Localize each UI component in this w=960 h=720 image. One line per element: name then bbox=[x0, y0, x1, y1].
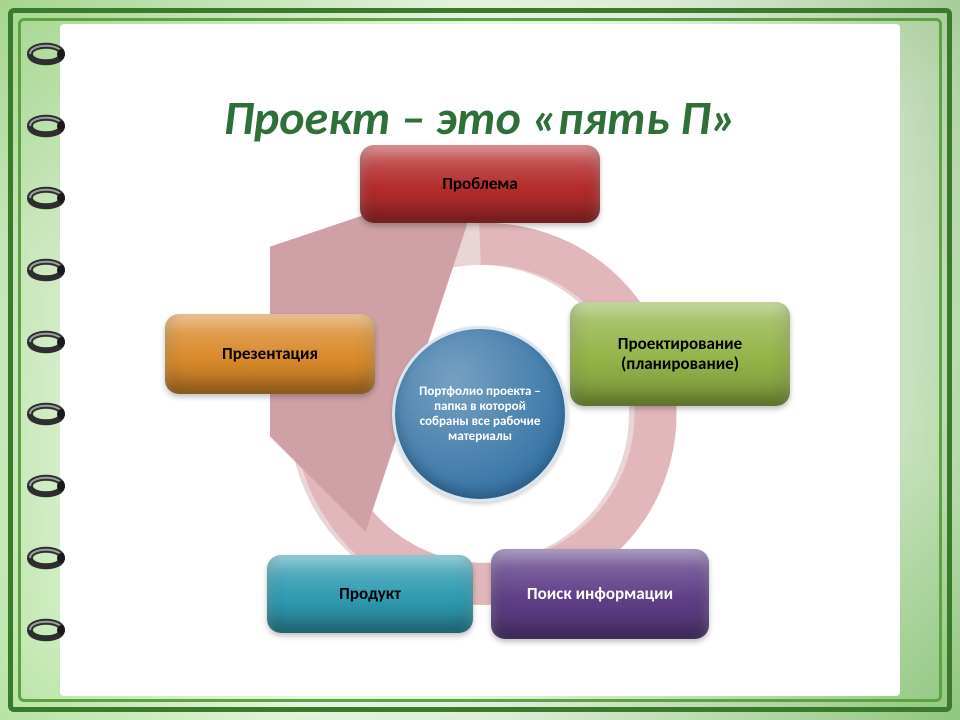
cycle-node-presentation: Презентация bbox=[165, 314, 375, 394]
cycle-node-product: Продукт bbox=[267, 555, 473, 633]
binder-rings bbox=[24, 40, 84, 680]
cycle-node-design: Проектирование (планирование) bbox=[570, 302, 790, 406]
center-circle: Портфолио проекта – папка в которой собр… bbox=[392, 326, 568, 502]
binder-ring bbox=[24, 112, 68, 140]
cycle-diagram: Портфолио проекта – папка в которой собр… bbox=[200, 134, 760, 694]
binder-ring bbox=[24, 328, 68, 356]
center-label: Портфолио проекта – папка в которой собр… bbox=[413, 384, 547, 444]
cycle-node-problem: Проблема bbox=[360, 145, 600, 223]
binder-ring bbox=[24, 472, 68, 500]
binder-ring bbox=[24, 40, 68, 68]
cycle-node-label: Презентация bbox=[222, 344, 318, 364]
cycle-node-label: Проектирование (планирование) bbox=[582, 334, 778, 373]
binder-ring bbox=[24, 256, 68, 284]
cycle-node-label: Поиск информации bbox=[527, 584, 673, 604]
cycle-node-search: Поиск информации bbox=[491, 549, 709, 639]
cycle-node-label: Продукт bbox=[339, 584, 401, 604]
binder-ring bbox=[24, 544, 68, 572]
cycle-node-label: Проблема bbox=[442, 174, 518, 194]
slide-surface: Проект – это «пять П» Портфолио проекта … bbox=[60, 24, 900, 696]
binder-ring bbox=[24, 400, 68, 428]
binder-ring bbox=[24, 184, 68, 212]
binder-ring bbox=[24, 616, 68, 644]
